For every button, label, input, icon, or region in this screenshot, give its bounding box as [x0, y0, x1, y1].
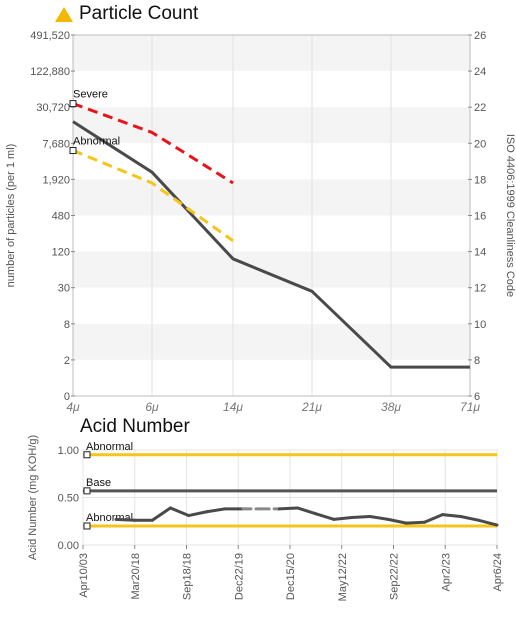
- pc-x-tick-label: 6μ: [145, 400, 159, 414]
- an-series-segment: [368, 515, 390, 521]
- pc-x-tick-label: 21μ: [301, 400, 322, 414]
- an-y-tick-label: 1.00: [58, 445, 79, 457]
- an-x-tick-label: Mar20/18: [130, 553, 142, 599]
- an-series-segment: [422, 513, 445, 524]
- pc-x-tick-label: 71μ: [460, 400, 480, 414]
- pc-grid-band: [73, 287, 470, 324]
- pc-y2-tick-label: 12: [474, 283, 486, 295]
- an-series-segment: [441, 513, 463, 518]
- an-y-tick-label: 0.50: [58, 493, 79, 505]
- an-series-segment: [150, 506, 172, 522]
- an-series-segment: [332, 515, 354, 521]
- pc-y-axis-title: number of particles (per 1 ml): [5, 144, 17, 288]
- pc-y-tick-label: 480: [52, 211, 70, 223]
- pc-y2-tick-label: 18: [474, 174, 486, 186]
- pc-y-tick-label: 122,880: [30, 66, 70, 78]
- pc-series-line: [72, 120, 470, 369]
- an-limit-label: Abnormal: [86, 512, 133, 524]
- acid-number-header: Acid Number: [80, 416, 190, 438]
- pc-series-label: Severe: [73, 89, 108, 101]
- pc-x-tick-label: 4μ: [66, 400, 80, 414]
- an-limit-label: Abnormal: [86, 441, 133, 453]
- an-x-tick-label: Sep22/22: [389, 553, 401, 600]
- an-x-tick-label: Apr2/23: [440, 553, 452, 592]
- pc-series-marker: [69, 100, 77, 108]
- pc-grid-band: [73, 143, 470, 180]
- pc-y2-axis-title: ISO 4406:1999 Cleanliness Code: [504, 134, 516, 297]
- pc-grid-band: [73, 215, 470, 252]
- pc-y2-tick-label: 24: [474, 66, 486, 78]
- pc-y-tick-label: 120: [52, 247, 70, 259]
- pc-grid-band: [73, 35, 470, 72]
- pc-y2-tick-label: 14: [474, 247, 486, 259]
- pc-grid-band: [73, 179, 470, 216]
- pc-y2-tick-label: 10: [474, 319, 486, 331]
- an-x-tick-label: Sep18/18: [182, 553, 194, 600]
- pc-y-tick-label: 30: [58, 283, 70, 295]
- an-series-segment: [404, 520, 426, 525]
- particle-count-title: Particle Count: [79, 3, 199, 24]
- pc-grid-band: [73, 71, 470, 108]
- pc-y2-tick-label: 20: [474, 138, 486, 150]
- an-series-segment: [295, 506, 318, 516]
- an-limit-label: Base: [86, 477, 111, 489]
- an-y-axis-title: Acid Number (mg KOH/g): [27, 435, 39, 560]
- an-y-tick-label: 0.00: [58, 540, 79, 552]
- an-series-segment: [477, 518, 499, 527]
- an-limit-marker: [83, 451, 91, 459]
- pc-grid-band: [73, 359, 470, 396]
- particle-count-header: Particle Count: [55, 3, 198, 25]
- pc-grid-band: [73, 251, 470, 288]
- an-series-segment: [314, 512, 336, 521]
- pc-y-tick-label: 30,720: [36, 102, 70, 114]
- pc-y-tick-label: 0: [64, 391, 70, 403]
- pc-y-tick-label: 491,520: [30, 30, 70, 42]
- an-series-segment: [459, 515, 481, 522]
- pc-y-tick-label: 8: [64, 319, 70, 331]
- an-x-tick-label: Dec15/20: [285, 553, 297, 600]
- an-limit-marker: [83, 487, 91, 495]
- pc-series-line: [72, 149, 234, 242]
- pc-series-line: [72, 102, 234, 185]
- an-x-tick-label: Dec22/19: [233, 553, 245, 600]
- pc-y2-tick-label: 16: [474, 211, 486, 223]
- an-series-segment: [114, 517, 136, 522]
- an-series-segment: [277, 506, 299, 511]
- pc-grid-band: [73, 107, 470, 144]
- an-series-segment: [205, 507, 227, 514]
- pc-y2-tick-label: 26: [474, 30, 486, 42]
- an-series-segment: [168, 506, 191, 518]
- pc-series-marker: [69, 147, 77, 155]
- an-x-tick-label: Apr10/03: [78, 553, 90, 598]
- pc-y2-tick-label: 22: [474, 102, 486, 114]
- pc-series-label: Abnormal: [73, 136, 120, 148]
- an-series-segment: [350, 515, 372, 519]
- pc-grid-band: [73, 323, 470, 360]
- pc-x-tick-label: 38μ: [381, 400, 401, 414]
- pc-y2-tick-label: 8: [474, 355, 480, 367]
- an-limit-marker: [83, 522, 91, 530]
- an-x-tick-label: May12/22: [337, 553, 349, 601]
- pc-y-tick-label: 2: [64, 355, 70, 367]
- warning-triangle-icon: [55, 6, 73, 22]
- an-series-segment: [386, 517, 408, 525]
- an-x-tick-label: Apr6/24: [492, 553, 504, 592]
- acid-number-title: Acid Number: [80, 416, 190, 437]
- an-series-segment: [187, 510, 209, 518]
- pc-x-tick-label: 14μ: [223, 400, 243, 414]
- pc-y2-tick-label: 6: [474, 391, 480, 403]
- pc-y-tick-label: 1,920: [42, 174, 70, 186]
- pc-y-tick-label: 7,680: [42, 138, 70, 150]
